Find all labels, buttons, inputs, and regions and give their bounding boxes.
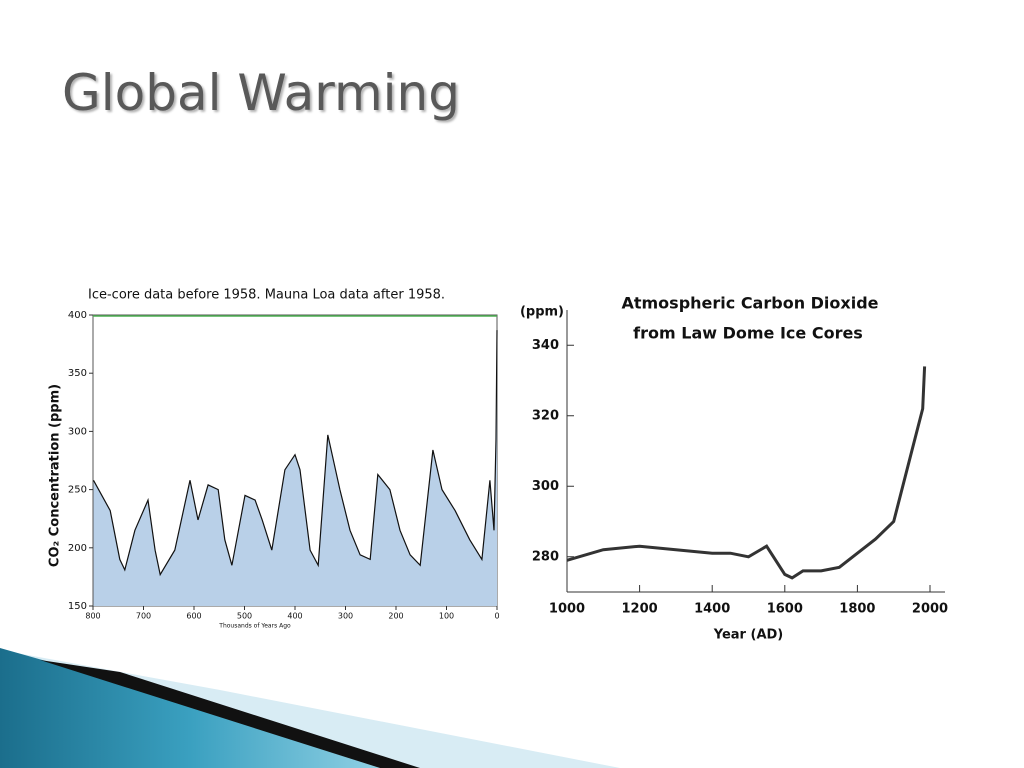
x-tick-label: 600 bbox=[186, 612, 201, 621]
x-tick-label: 700 bbox=[136, 612, 151, 621]
x-tick-label: 1600 bbox=[767, 602, 803, 617]
y-tick-label: 320 bbox=[532, 408, 559, 423]
y-axis-label: CO₂ Concentration (ppm) bbox=[48, 384, 63, 567]
y-tick-label: 350 bbox=[68, 368, 87, 379]
x-tick-label: 1000 bbox=[549, 602, 585, 617]
x-axis-label: Year (AD) bbox=[713, 628, 783, 643]
x-tick-label: 0 bbox=[494, 612, 499, 621]
y-tick-label: 400 bbox=[68, 310, 87, 321]
y-tick-label: 250 bbox=[68, 485, 87, 496]
x-tick-label: 1800 bbox=[839, 602, 875, 617]
y-tick-label: 200 bbox=[68, 543, 87, 554]
x-tick-label: 200 bbox=[388, 612, 403, 621]
x-tick-label: 300 bbox=[338, 612, 353, 621]
slide-title: Global Warming bbox=[62, 64, 460, 122]
chart-title: Ice-core data before 1958. Mauna Loa dat… bbox=[88, 288, 445, 303]
co2-line bbox=[92, 330, 498, 577]
x-tick-label: 400 bbox=[287, 612, 302, 621]
x-tick-label: 1400 bbox=[694, 602, 730, 617]
x-axis-label: Thousands of Years Ago bbox=[218, 623, 291, 630]
chart-title: Atmospheric Carbon Dioxide bbox=[621, 294, 878, 313]
swoosh-blue bbox=[0, 648, 380, 768]
x-tick-label: 2000 bbox=[912, 602, 948, 617]
y-tick-label: 300 bbox=[68, 426, 87, 437]
x-tick-label: 1200 bbox=[622, 602, 658, 617]
chart-subtitle: from Law Dome Ice Cores bbox=[633, 324, 863, 343]
y-tick-label: 300 bbox=[532, 479, 559, 494]
y-axis-label: (ppm) bbox=[520, 305, 564, 320]
x-tick-label: 100 bbox=[439, 612, 454, 621]
y-tick-label: 340 bbox=[532, 338, 559, 353]
law-dome-chart: Atmospheric Carbon Dioxide from Law Dome … bbox=[520, 294, 948, 643]
co2-area bbox=[93, 330, 497, 606]
co2-line bbox=[566, 366, 927, 580]
ice-core-chart: Ice-core data before 1958. Mauna Loa dat… bbox=[48, 288, 500, 630]
x-tick-label: 800 bbox=[85, 612, 100, 621]
y-tick-label: 150 bbox=[68, 601, 87, 612]
y-tick-label: 280 bbox=[532, 549, 559, 564]
x-tick-label: 500 bbox=[237, 612, 252, 621]
swoosh-dark bbox=[40, 660, 420, 768]
